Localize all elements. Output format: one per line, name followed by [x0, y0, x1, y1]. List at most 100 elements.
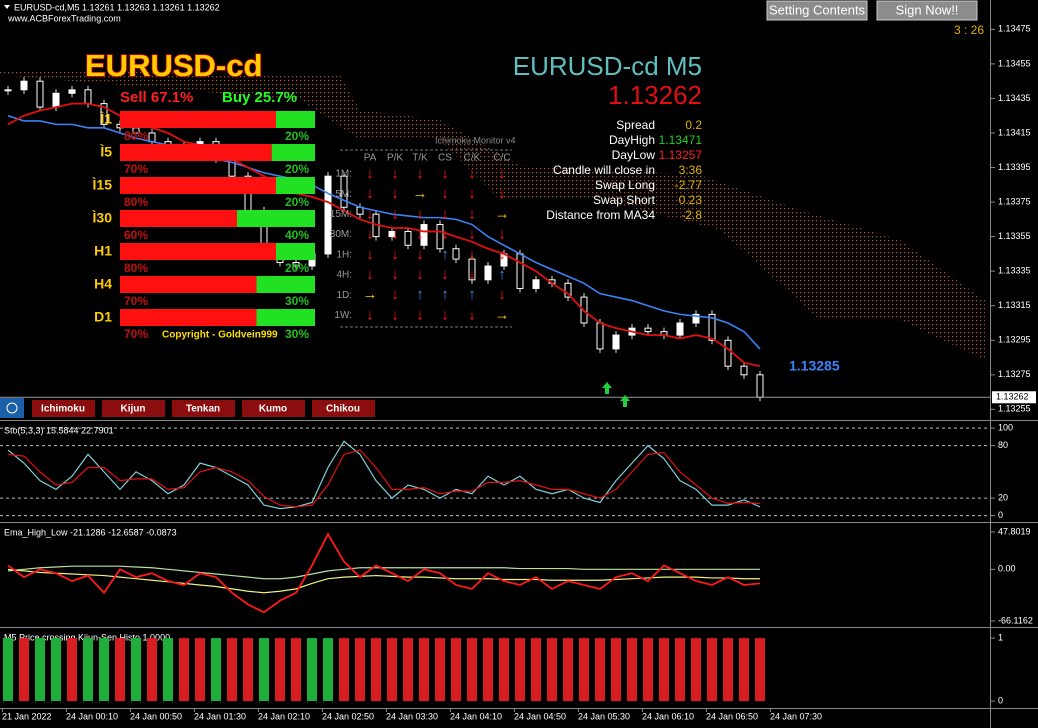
- line: [7, 114, 761, 350]
- info-price: 1.13262: [608, 80, 702, 110]
- histo-bar: [147, 638, 157, 702]
- buy-pct: 20%: [285, 261, 309, 275]
- histo-bar: [387, 638, 397, 702]
- price-pane: [4, 77, 764, 402]
- y-tick-label: 1.13355: [998, 231, 1031, 241]
- toolbar-label[interactable]: Kumo: [259, 404, 287, 415]
- toolbar-label[interactable]: Kijun: [121, 404, 146, 415]
- copyright: Copyright - Goldvein999: [162, 330, 278, 341]
- time-label: 24 Jan 00:10: [66, 711, 118, 721]
- monitor-arrow: ↓: [366, 165, 374, 182]
- monitor-arrow: ↓: [416, 165, 424, 182]
- button-label[interactable]: Setting Contents: [769, 2, 866, 17]
- sell-bar: [120, 309, 257, 326]
- histo-bar: [739, 638, 749, 702]
- row-label: D1: [94, 309, 112, 325]
- info-symbol: EURUSD-cd M5: [513, 51, 702, 81]
- toolbar-label[interactable]: Chikou: [326, 404, 360, 415]
- histo-bar: [211, 638, 221, 702]
- buy-bar: [271, 144, 315, 161]
- monitor-arrow: ↓: [366, 185, 374, 202]
- info-label: Swap Long: [595, 178, 655, 192]
- histo-bar: [451, 638, 461, 702]
- candle: [564, 282, 572, 298]
- monitor-arrow: ↓: [468, 306, 476, 323]
- histo-bar: [595, 638, 605, 702]
- monitor-row-label: 15M:: [330, 209, 352, 220]
- monitor-row-label: 1M:: [335, 169, 352, 180]
- buy-bar: [256, 276, 315, 293]
- monitor-arrow: ↓: [366, 226, 374, 243]
- current-price-label: 1.13262: [996, 392, 1029, 402]
- histo-bar: [243, 638, 253, 702]
- button[interactable]: [876, 0, 978, 21]
- monitor-arrow: ↓: [366, 266, 374, 283]
- candle: [708, 313, 716, 341]
- sell-pct: 80%: [124, 195, 148, 209]
- histo-bar: [339, 638, 349, 702]
- monitor-arrow: ↑: [416, 286, 424, 303]
- monitor-row-label: 1D:: [336, 290, 352, 301]
- monitor-arrow: →: [363, 286, 378, 303]
- toolbar-icon-glyph: [6, 402, 18, 414]
- histo-bar: [723, 638, 733, 702]
- monitor-arrow: ↓: [366, 306, 374, 323]
- histo-bar: [611, 638, 621, 702]
- monitor-arrow: ↓: [416, 226, 424, 243]
- candle: [404, 230, 412, 246]
- histo-bar: [419, 638, 429, 702]
- toolbar-label[interactable]: Ichimoku: [41, 404, 85, 415]
- histo-bar: [179, 638, 189, 702]
- histo-bar: [515, 638, 525, 702]
- monitor-column: C/C: [493, 153, 510, 164]
- y-tick-label: 1.13315: [998, 300, 1031, 310]
- histo-bar: [307, 638, 317, 702]
- candle: [84, 89, 92, 105]
- line: [7, 568, 760, 594]
- toolbar-button[interactable]: [32, 400, 95, 417]
- monitor-column: CS: [438, 153, 452, 164]
- candle: [4, 89, 12, 92]
- candle: [388, 230, 396, 238]
- row-label: H4: [94, 276, 112, 292]
- toolbar-icon[interactable]: [0, 398, 24, 418]
- row-label: Ì30: [92, 210, 113, 226]
- candle: [612, 334, 620, 350]
- time-label: 24 Jan 03:30: [386, 711, 438, 721]
- histo-bar: [275, 638, 285, 702]
- y-tick-label: 1.13335: [998, 266, 1031, 276]
- monitor-arrow: ↓: [441, 165, 449, 182]
- buy-pct: 30%: [285, 327, 309, 341]
- button-label[interactable]: Sign Now!!: [896, 2, 959, 17]
- y-tick-label: 0: [998, 510, 1003, 520]
- histo-bar: [67, 638, 77, 702]
- sell-pct: 70%: [124, 162, 148, 176]
- histo-bar: [195, 638, 205, 702]
- histo-bar: [83, 638, 93, 702]
- candle: [596, 322, 604, 350]
- line: [7, 440, 761, 510]
- histo-bar: [499, 638, 509, 702]
- toolbar-button[interactable]: [172, 400, 235, 417]
- histo-bar: [35, 638, 45, 702]
- button[interactable]: [766, 0, 868, 21]
- time-label: 24 Jan 04:50: [514, 711, 566, 721]
- time-label: 21 Jan 2022: [2, 711, 52, 721]
- toolbar-button[interactable]: [102, 400, 165, 417]
- toolbar-button[interactable]: [312, 400, 375, 417]
- buy-pct: 20%: [285, 195, 309, 209]
- monitor-arrow: ↑: [441, 286, 449, 303]
- candle: [420, 224, 428, 246]
- toolbar-label[interactable]: Tenkan: [186, 404, 220, 415]
- symbol-line: EURUSD-cd,M5 1.13261 1.13263 1.13261 1.1…: [14, 2, 220, 12]
- info-value: 3:36: [679, 163, 703, 177]
- info-label: Swap Short: [593, 193, 656, 207]
- candle: [52, 92, 60, 108]
- buy-pct: 20%: [285, 162, 309, 176]
- time-label: 24 Jan 02:50: [322, 711, 374, 721]
- row-label: Ì15: [92, 177, 113, 193]
- info-label: DayLow: [612, 148, 656, 162]
- toolbar-button[interactable]: [242, 400, 305, 417]
